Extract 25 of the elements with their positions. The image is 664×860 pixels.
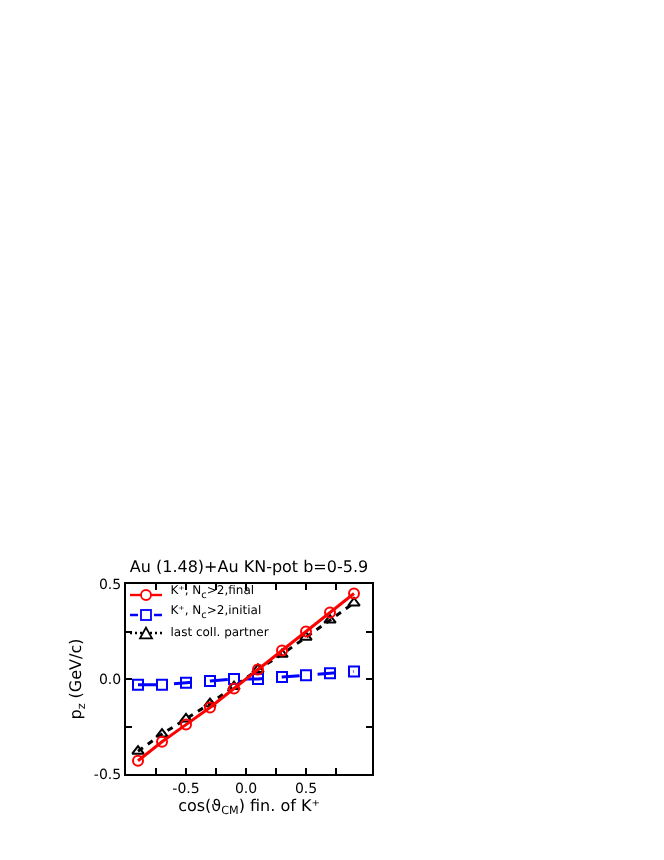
point	[204, 701, 216, 714]
point	[252, 673, 264, 685]
point	[180, 718, 192, 731]
point	[131, 745, 145, 755]
point	[323, 614, 337, 624]
point	[204, 674, 216, 687]
point	[132, 678, 144, 691]
point	[228, 673, 240, 685]
point	[180, 676, 192, 689]
point	[324, 667, 336, 680]
point	[324, 606, 336, 619]
point	[132, 754, 144, 767]
point	[300, 625, 312, 638]
point	[300, 669, 312, 682]
x-axis-title: cos(ϑ$_{CM}$) fin. of K⁺	[178, 797, 320, 819]
point	[156, 735, 168, 748]
point	[179, 712, 193, 723]
point	[348, 665, 360, 678]
point	[155, 728, 169, 738]
point	[347, 597, 361, 607]
point	[156, 678, 168, 691]
chart-title: Au (1.48)+Au KN-pot b=0-5.9	[129, 557, 369, 576]
point	[348, 587, 360, 600]
point	[276, 671, 288, 684]
point	[299, 631, 313, 641]
